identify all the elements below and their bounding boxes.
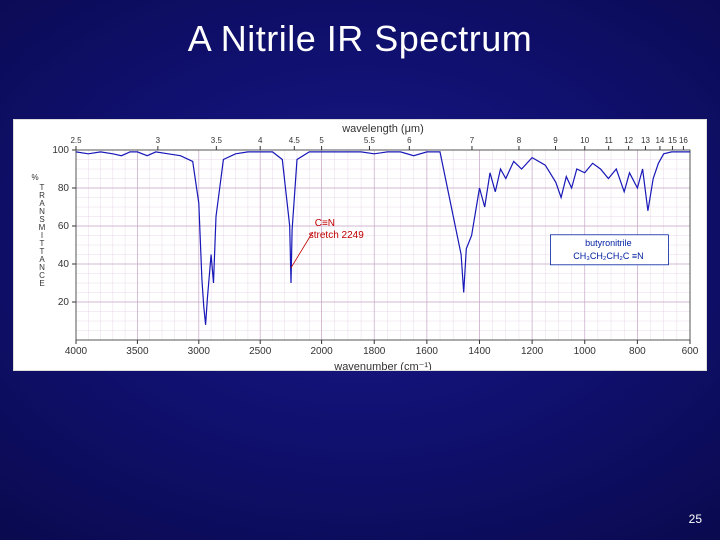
svg-text:4000: 4000 xyxy=(65,346,88,357)
svg-text:6: 6 xyxy=(407,136,412,145)
svg-text:20: 20 xyxy=(58,297,70,308)
svg-text:1000: 1000 xyxy=(574,346,597,357)
svg-text:E: E xyxy=(39,279,44,288)
svg-text:12: 12 xyxy=(624,136,633,145)
svg-text:C≡N: C≡N xyxy=(315,218,335,229)
svg-text:13: 13 xyxy=(641,136,650,145)
spectrum-svg: 2.5 3 3.5 4 4.5 5 5.5 6 7 8 9 10 11 12 13 14 1516 wavelen… xyxy=(14,120,706,370)
svg-text:10: 10 xyxy=(580,136,589,145)
svg-text:5.5: 5.5 xyxy=(364,136,376,145)
svg-text:stretch 2249: stretch 2249 xyxy=(309,230,364,241)
slide-title: A Nitrile IR Spectrum xyxy=(0,18,720,60)
slide-root: A Nitrile IR Spectrum 2.5 3 3.5 4 4.5 5 5.5 6 7 8… xyxy=(0,0,720,540)
svg-text:16: 16 xyxy=(679,136,688,145)
svg-text:1800: 1800 xyxy=(363,346,386,357)
svg-text:2000: 2000 xyxy=(310,346,333,357)
svg-text:wavelength (μm): wavelength (μm) xyxy=(341,123,424,135)
svg-text:600: 600 xyxy=(682,346,699,357)
svg-text:2.5: 2.5 xyxy=(70,136,82,145)
svg-text:8: 8 xyxy=(517,136,522,145)
svg-text:800: 800 xyxy=(629,346,646,357)
svg-text:3: 3 xyxy=(156,136,161,145)
svg-text:9: 9 xyxy=(553,136,558,145)
svg-text:11: 11 xyxy=(605,136,614,145)
svg-text:3000: 3000 xyxy=(188,346,211,357)
svg-text:4.5: 4.5 xyxy=(289,136,301,145)
svg-text:15: 15 xyxy=(668,136,677,145)
svg-text:1400: 1400 xyxy=(468,346,491,357)
svg-text:14: 14 xyxy=(655,136,664,145)
svg-text:3.5: 3.5 xyxy=(211,136,223,145)
page-number: 25 xyxy=(689,512,702,526)
ir-spectrum-chart: 2.5 3 3.5 4 4.5 5 5.5 6 7 8 9 10 11 12 13 14 1516 wavelen… xyxy=(14,120,706,370)
svg-text:40: 40 xyxy=(58,259,70,270)
svg-text:CH₃CH₂CH₂C ≡N: CH₃CH₂CH₂C ≡N xyxy=(573,251,643,261)
svg-text:7: 7 xyxy=(470,136,475,145)
svg-text:60: 60 xyxy=(58,221,70,232)
svg-text:5: 5 xyxy=(319,136,324,145)
svg-text:%: % xyxy=(31,173,38,182)
svg-text:80: 80 xyxy=(58,183,70,194)
svg-text:100: 100 xyxy=(52,145,69,156)
svg-text:1600: 1600 xyxy=(416,346,439,357)
svg-text:1200: 1200 xyxy=(521,346,544,357)
svg-text:4: 4 xyxy=(258,136,263,145)
svg-text:wavenumber (cm⁻¹): wavenumber (cm⁻¹) xyxy=(333,361,432,370)
svg-text:2500: 2500 xyxy=(249,346,272,357)
svg-text:butyronitrile: butyronitrile xyxy=(585,238,632,248)
svg-text:3500: 3500 xyxy=(126,346,149,357)
